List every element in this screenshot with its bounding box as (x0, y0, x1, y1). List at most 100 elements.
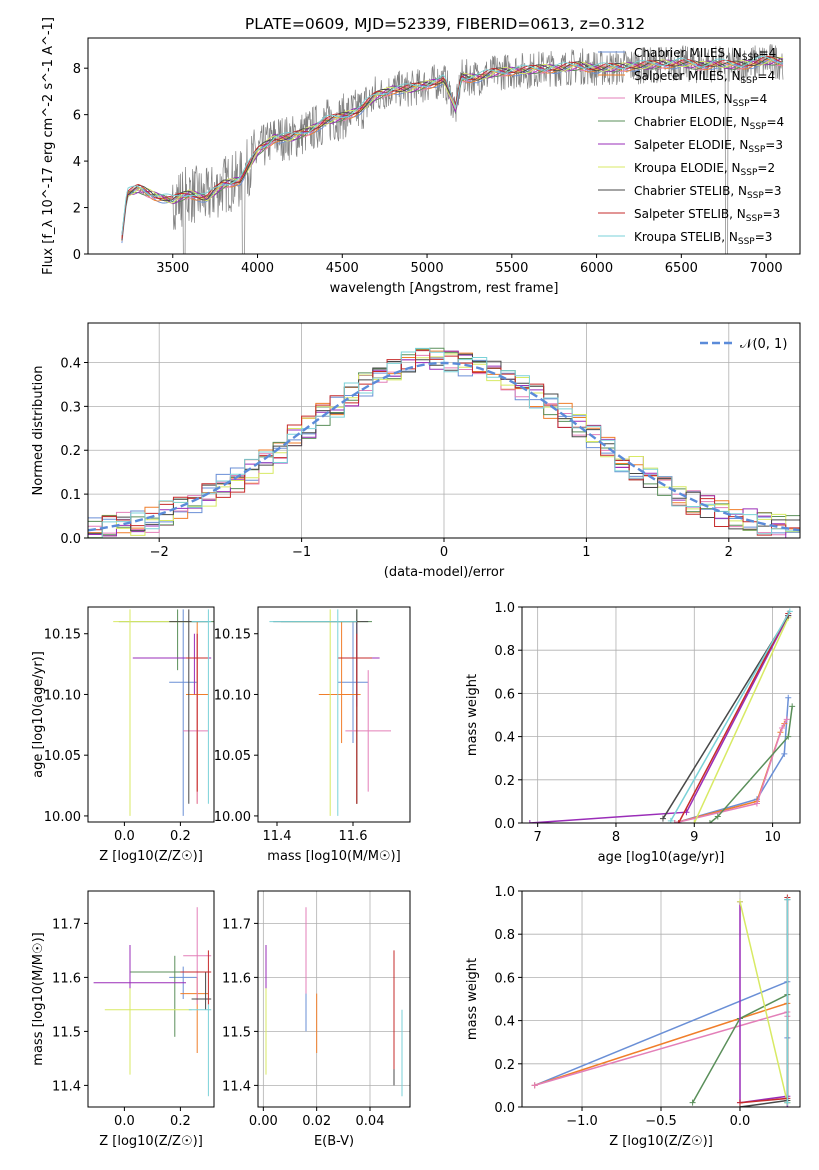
y-tick-label: 11.4 (52, 1079, 81, 1094)
x-tick-label: 0.0 (730, 1114, 751, 1129)
axes-frame (87, 890, 215, 1108)
x-axis-label: E(B-V) (314, 1134, 354, 1149)
x-tick-label: 5500 (495, 261, 528, 276)
x-tick-label: 0 (440, 545, 448, 560)
x-axis-label: Z [log10(Z/Z☉)] (609, 1134, 713, 1149)
legend-label-main: Chabrier MILES, N (634, 46, 742, 60)
plot-residuals: 𝒩(0, 1) −2 −1 0 1 2 0.0 0.1 0.2 0.3 0.4 (data-model… (31, 322, 801, 580)
axes-frame (257, 606, 411, 823)
y-tick-label: 10.10 (44, 688, 81, 703)
weight-marker (784, 896, 791, 903)
x-axis-label: Z [log10(Z/Z☉)] (99, 1134, 203, 1149)
x-tick-label: −2 (150, 545, 169, 560)
legend-label: Chabrier ELODIE, NSSP=4 (634, 115, 784, 132)
legend-label-end: =3 (764, 184, 782, 198)
x-tick-label: 11.4 (263, 829, 292, 844)
legend-label-sub: SSP (748, 145, 765, 155)
legend-label-main: Salpeter ELODIE, N (634, 138, 748, 152)
y-tick-label: 10.10 (214, 688, 251, 703)
legend-label: Kroupa MILES, NSSP=4 (634, 92, 767, 109)
y-tick-label: 11.7 (222, 917, 251, 932)
legend-label: Salpeter ELODIE, NSSP=3 (634, 138, 783, 155)
legend-label-end: =2 (757, 161, 775, 175)
y-axis-label: mass [log10(M/M☉)] (31, 932, 46, 1065)
legend-label-main: Chabrier ELODIE, N (634, 115, 750, 129)
x-axis-label: mass [log10(M/M☉)] (267, 849, 400, 864)
legend-label-end: =4 (750, 92, 768, 106)
y-tick-label: 11.6 (222, 971, 251, 986)
plot-area (93, 907, 212, 1097)
x-axis-label: wavelength [Angstrom, rest frame] (330, 281, 559, 296)
legend-label-end: =3 (755, 230, 773, 244)
legend-label-end: =4 (766, 115, 784, 129)
x-tick-label: 0.0 (114, 1114, 135, 1129)
axes-frame (87, 37, 801, 255)
plot-age-vs-mass: 11.4 11.6 10.00 10.05 10.10 10.15 mass [log10(… (214, 606, 411, 864)
y-tick-label: 4 (73, 155, 81, 170)
x-tick-label: 6000 (580, 261, 613, 276)
y-axis-label: mass weight (465, 958, 480, 1040)
legend-label-sub: SSP (738, 237, 755, 247)
x-tick-label: 1 (582, 545, 590, 560)
y-tick-label: 10.15 (44, 628, 81, 643)
x-tick-label: −1 (292, 545, 311, 560)
legend-label-end: =3 (765, 138, 783, 152)
y-tick-label: 11.4 (222, 1079, 251, 1094)
plot-area (88, 347, 800, 538)
weight-marker (736, 898, 743, 905)
y-tick-label: 0.4 (494, 1015, 515, 1030)
y-tick-label: 0.4 (60, 356, 81, 371)
y-axis-label: mass weight (465, 674, 480, 756)
x-tick-label: 5000 (411, 261, 444, 276)
legend-label-main: Kroupa STELIB, N (634, 230, 738, 244)
y-tick-label: 0.2 (60, 444, 81, 459)
legend-label: Chabrier STELIB, NSSP=3 (634, 184, 782, 201)
plot-area (531, 894, 791, 1107)
weight-marker (786, 608, 793, 615)
weight-line (670, 610, 791, 822)
x-tick-label: 2 (725, 545, 733, 560)
x-tick-label: 4000 (241, 261, 274, 276)
x-tick-label: 10 (764, 830, 781, 845)
x-tick-label: 7 (534, 830, 542, 845)
legend-label: Salpeter MILES, NSSP=4 (634, 69, 775, 86)
plot-area (121, 44, 784, 254)
plot-weight-vs-age: 7 8 9 10 0.0 0.2 0.4 0.6 0.8 1.0 age [log10(age/yr… (465, 601, 801, 865)
x-tick-label: 0.2 (170, 1114, 191, 1129)
y-tick-label: 0.0 (494, 1101, 515, 1116)
x-tick-label: 7000 (750, 261, 783, 276)
axes-frame (87, 606, 215, 823)
legend-label-sub: SSP (742, 53, 759, 63)
plot-mass-vs-Z: 0.0 0.2 11.4 11.5 11.6 11.7 Z [log10(Z/Z☉)] mas… (31, 890, 215, 1149)
y-tick-label: 0.6 (494, 971, 515, 986)
weight-marker (675, 820, 682, 823)
normal-curve (88, 361, 800, 532)
weight-marker (659, 815, 666, 822)
legend-label-sub: SSP (746, 214, 763, 224)
legend-label-end: =4 (759, 46, 777, 60)
legend-label-main: Salpeter STELIB, N (634, 207, 746, 221)
legend-label-sub: SSP (733, 99, 750, 109)
x-axis-label: age [log10(age/yr)] (598, 850, 725, 865)
legend-label: 𝒩(0, 1) (740, 337, 787, 352)
weight-line (674, 697, 790, 823)
weight-line (693, 617, 789, 823)
legend-label-end: =4 (757, 69, 775, 83)
x-tick-label: 8 (612, 830, 620, 845)
y-tick-label: 0.8 (494, 928, 515, 943)
plot-area (269, 609, 391, 816)
y-tick-label: 0.2 (494, 774, 515, 789)
legend-label-sub: SSP (741, 76, 758, 86)
spectrum-model-line (121, 56, 784, 239)
weight-marker (789, 703, 796, 710)
legend-label-main: Kroupa MILES, N (634, 92, 733, 106)
x-tick-label: 0.04 (356, 1114, 385, 1129)
weight-line (709, 706, 793, 823)
weight-marker (784, 1099, 791, 1106)
figure-title: PLATE=0609, MJD=52339, FIBERID=0613, z=0… (245, 15, 645, 33)
weight-line (677, 613, 789, 823)
x-tick-label: 6500 (665, 261, 698, 276)
weight-line (674, 718, 788, 823)
